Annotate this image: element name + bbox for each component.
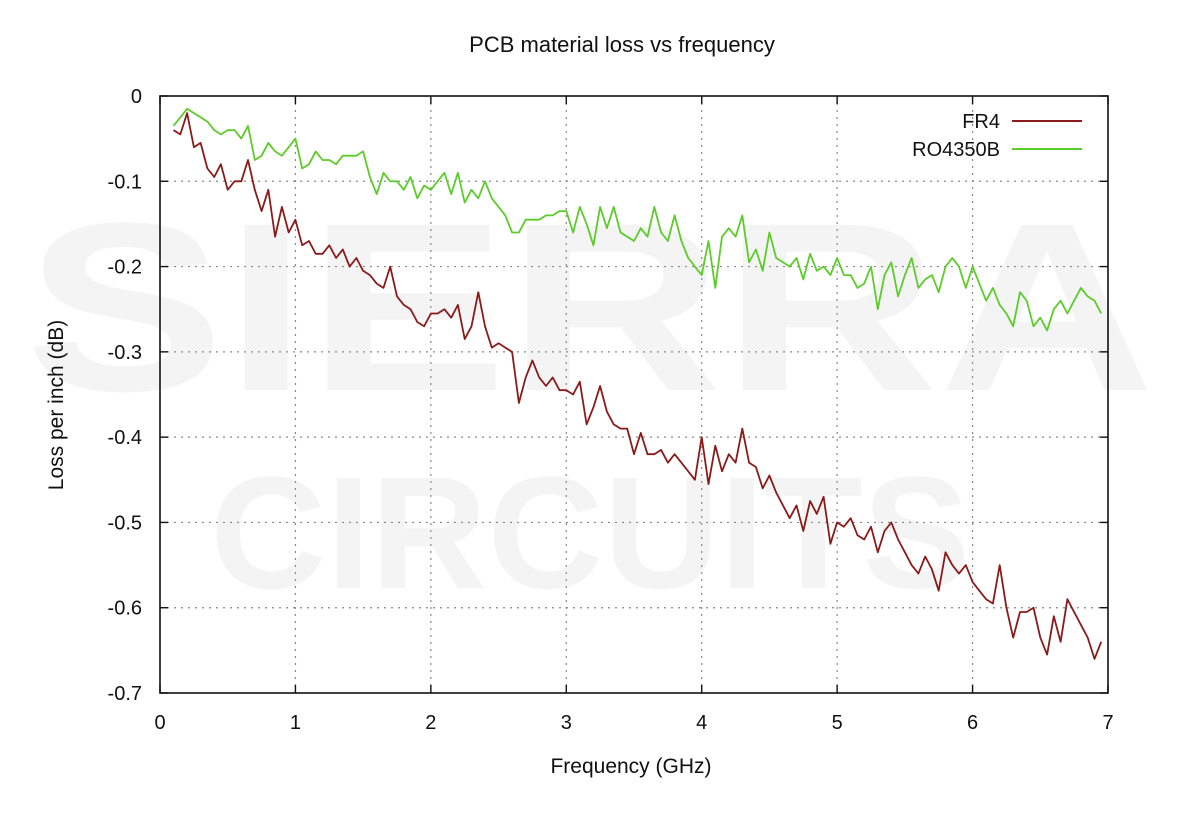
y-tick-label: -0.4 [108,427,142,449]
y-tick-label: -0.7 [108,683,142,705]
plot-frame [159,95,1109,694]
grid [160,96,1108,693]
y-axis-label: Loss per inch (dB) [45,320,68,490]
series-line-fr4 [173,112,1103,660]
legend: FR4 RO4350B [912,111,1082,161]
x-tick-label: 3 [561,712,572,734]
y-tick-label: -0.6 [108,598,142,620]
x-tick-label: 7 [1102,712,1113,734]
chart-title: PCB material loss vs frequency [469,32,775,57]
x-tick-label: 2 [425,712,436,734]
legend-label-ro4350b: RO4350B [912,139,1000,161]
y-tick-label: -0.1 [108,171,142,193]
x-tick-label: 6 [967,712,978,734]
y-tick-label: -0.3 [108,342,142,364]
x-tick-label: 1 [290,712,301,734]
x-axis-label: Frequency (GHz) [550,755,711,778]
y-tick-label: -0.5 [108,512,142,534]
watermark: SIERRA CIRCUITS [25,173,1155,622]
x-tick-label: 0 [154,712,165,734]
series-line-ro4350b [172,107,1102,332]
y-axis: 0 -0.1 -0.2 -0.3 -0.4 -0.5 -0.6 -0.7 [108,86,1108,705]
legend-label-fr4: FR4 [962,111,1000,133]
y-tick-label: 0 [131,86,142,108]
x-tick-label: 5 [832,712,843,734]
series-group [172,107,1103,660]
watermark-line1: SIERRA [25,173,1155,441]
watermark-line2: CIRCUITS [210,443,970,622]
x-axis: 0 1 2 3 4 5 6 7 [154,96,1114,734]
x-tick-label: 4 [696,712,707,734]
y-tick-label: -0.2 [108,257,142,279]
